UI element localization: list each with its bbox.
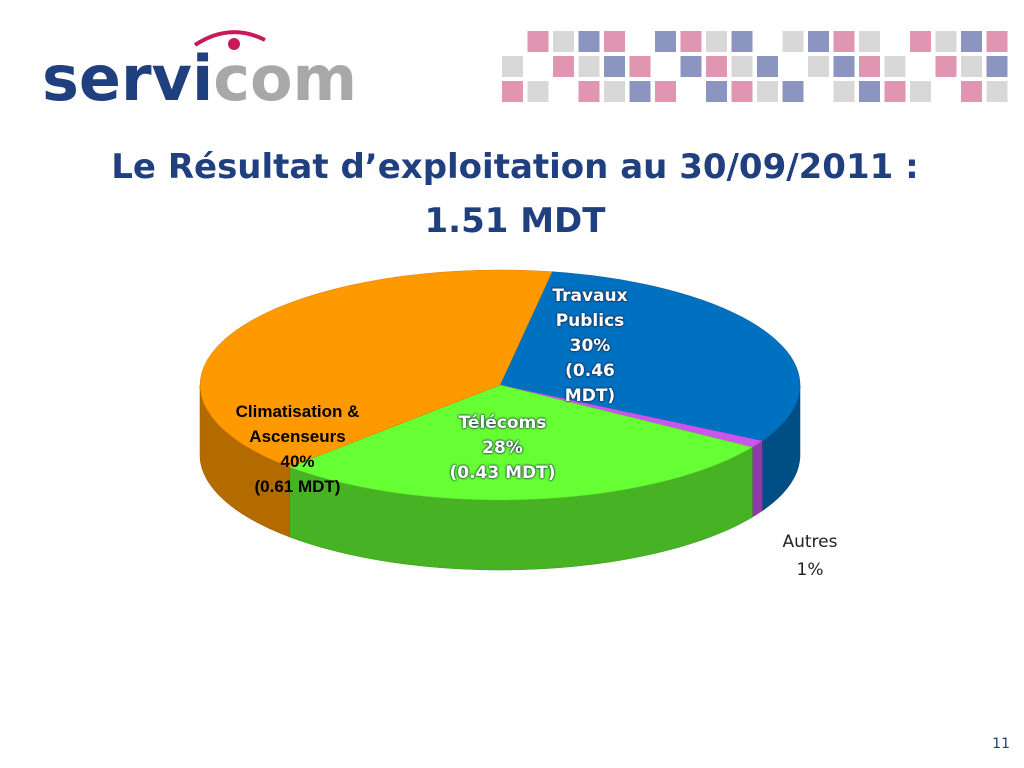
logo-square bbox=[782, 81, 804, 102]
logo-square bbox=[731, 56, 753, 77]
logo-square bbox=[986, 81, 1008, 102]
logo-square bbox=[808, 56, 829, 77]
logo-square bbox=[935, 56, 957, 77]
logo-square bbox=[757, 56, 778, 77]
logo-square bbox=[731, 81, 753, 102]
logo-square bbox=[935, 31, 957, 52]
slice-label: Autres 1% bbox=[760, 528, 860, 584]
logo-square bbox=[961, 81, 982, 102]
category-label: Climatisation & Ascenseurs bbox=[235, 402, 360, 446]
amount-label: (0.46 MDT) bbox=[564, 361, 616, 406]
logo-square bbox=[859, 81, 880, 102]
logo-square bbox=[578, 81, 600, 102]
logo-square bbox=[859, 31, 880, 52]
logo-squares bbox=[502, 31, 1008, 102]
slice-label: Télécoms 28% (0.43 MDT) bbox=[430, 411, 575, 486]
logo-square bbox=[655, 31, 676, 52]
value-label: 28% bbox=[482, 438, 523, 458]
logo-square bbox=[884, 56, 906, 77]
logo-square bbox=[961, 31, 982, 52]
logo-square bbox=[782, 31, 804, 52]
logo-square bbox=[527, 81, 549, 102]
logo-square bbox=[655, 81, 676, 102]
slice bbox=[499, 271, 801, 442]
logo-dot bbox=[228, 38, 240, 50]
logo-square bbox=[833, 31, 855, 52]
logo-square bbox=[731, 31, 753, 52]
slice-side bbox=[752, 440, 763, 518]
logo-square bbox=[629, 56, 651, 77]
logo-square bbox=[629, 81, 651, 102]
logo-square bbox=[859, 56, 880, 77]
category-label: Télécoms bbox=[458, 413, 547, 433]
logo-arc bbox=[193, 30, 266, 47]
slice-label: Climatisation & Ascenseurs 40% (0.61 MDT) bbox=[210, 399, 385, 499]
chart-title: Le Résultat d’exploitation au 30/09/2011… bbox=[111, 147, 918, 187]
logo-square bbox=[833, 56, 855, 77]
logo-square bbox=[706, 81, 727, 102]
logo-square bbox=[986, 31, 1008, 52]
logo-square bbox=[680, 56, 702, 77]
logo-square bbox=[833, 81, 855, 102]
logo-square bbox=[578, 56, 600, 77]
logo-square bbox=[604, 81, 625, 102]
chart-subtitle: 1.51 MDT bbox=[425, 201, 607, 241]
slice-label: Travaux Publics 30% (0.46 MDT) bbox=[540, 284, 640, 409]
category-label: Autres bbox=[782, 532, 838, 552]
slide-number: 11 bbox=[992, 736, 1010, 752]
logo-square bbox=[502, 56, 523, 77]
category-label: Travaux Publics bbox=[552, 286, 628, 331]
logo-square bbox=[910, 81, 931, 102]
amount-label: (0.43 MDT) bbox=[449, 463, 556, 483]
logo-square bbox=[808, 31, 829, 52]
logo-square bbox=[961, 56, 982, 77]
logo-square bbox=[578, 31, 600, 52]
logo-square bbox=[553, 31, 574, 52]
logo-square bbox=[986, 56, 1008, 77]
logo-square bbox=[757, 81, 778, 102]
logo-square bbox=[884, 81, 906, 102]
logo-square bbox=[910, 31, 931, 52]
logo-square bbox=[604, 56, 625, 77]
slice bbox=[199, 269, 553, 468]
logo-square bbox=[553, 56, 574, 77]
logo-part: com bbox=[213, 42, 357, 115]
slice bbox=[288, 384, 754, 501]
slice bbox=[499, 384, 763, 448]
value-label: 40% bbox=[280, 452, 315, 471]
logo: servicom bbox=[42, 42, 357, 115]
logo-square bbox=[502, 81, 523, 102]
pie bbox=[199, 269, 801, 571]
logo-square bbox=[706, 31, 727, 52]
value-label: 1% bbox=[796, 560, 824, 580]
logo-part: servi bbox=[42, 42, 213, 115]
logo-square bbox=[680, 31, 702, 52]
logo-square bbox=[706, 56, 727, 77]
amount-label: (0.61 MDT) bbox=[254, 477, 341, 496]
logo-square bbox=[604, 31, 625, 52]
logo-square bbox=[527, 31, 549, 52]
value-label: 30% bbox=[569, 336, 611, 356]
